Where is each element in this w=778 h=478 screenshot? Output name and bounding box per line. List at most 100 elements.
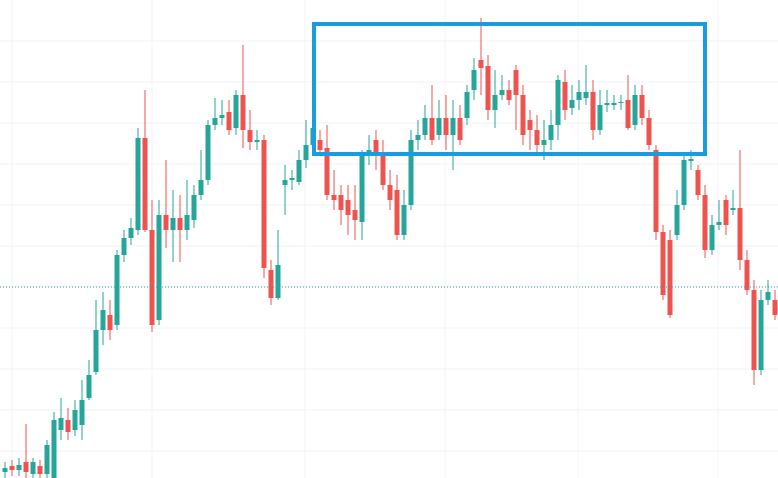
candle-body [2,468,8,472]
candle-body [72,410,78,430]
candle-body [387,185,393,200]
candle-body [177,218,183,230]
candle-body [30,462,36,474]
candle-body [625,100,631,128]
candle-body [58,418,64,430]
candle-body [611,103,617,105]
candle-body [135,138,141,230]
candle-body [674,205,680,235]
candle-body [212,118,218,125]
candle-body [317,140,323,150]
candle-body [695,170,701,195]
candle-body [226,112,232,130]
candle-body [247,130,253,142]
candle-body [268,270,274,298]
candle-body [737,208,743,260]
highlight-box [312,22,707,156]
candle-body [338,195,344,210]
candle-body [401,205,407,235]
candle-body [394,190,400,235]
candle-body [716,222,722,225]
candle-body [380,155,386,185]
candle-body [527,120,533,130]
candle-body [562,82,568,110]
candle-body [478,60,484,68]
candle-body [513,70,519,95]
candle-body [86,375,92,398]
candle-body [184,215,190,230]
plot [0,18,778,478]
candle-body [583,92,589,98]
candle-body [128,228,134,238]
candle-body [436,118,442,135]
candle-body [639,95,645,118]
candle-body [765,292,771,300]
candle-body [499,90,505,95]
candle-body [240,95,246,130]
candle-body [289,178,295,180]
candle-body [198,180,204,195]
candle-body [233,95,239,128]
candle-body [107,315,113,330]
candle-body [331,195,337,200]
candle-body [548,125,554,140]
candle-body [618,102,624,103]
candle-body [520,95,526,135]
candle-body [646,118,652,145]
candle-body [100,310,106,330]
candle-body [660,232,666,295]
candle-body [170,218,176,230]
candle-body [352,210,358,220]
candle-body [555,80,561,125]
candle-body [373,140,379,155]
candle-body [282,180,288,185]
candle-body [569,100,575,108]
candle-body [709,225,715,250]
candle-body [492,95,498,110]
candle-body [359,155,365,222]
candle-body [534,130,540,145]
candle-body [653,150,659,232]
candle-body [758,300,764,370]
candle-body [44,445,50,474]
candle-body [457,118,463,140]
candle-body [205,125,211,180]
candle-body [667,240,673,315]
candle-body [632,95,638,125]
candle-body [23,462,29,472]
candle-body [16,465,22,470]
candle-body [681,160,687,205]
candle-body [9,466,15,470]
candle-body [471,70,477,90]
candle-body [37,466,43,474]
vertical-grid [11,0,719,478]
candle-body [142,138,148,230]
candle-body [114,255,120,325]
candle-body [730,208,736,210]
candle-body [415,135,421,140]
candle-body [702,195,708,250]
candle-body [772,300,778,315]
candle-body [422,118,428,135]
candle-body [324,148,330,195]
candle-body [443,118,449,135]
candle-body [261,140,267,268]
candle-body [576,92,582,100]
candle-body [429,118,435,140]
candle-body [604,103,610,105]
candle-body [296,160,302,182]
candle-body [485,66,491,110]
candle-body [450,118,456,135]
candle-body [751,290,757,370]
candle-body [345,200,351,215]
candle-body [688,159,694,161]
candle-body [254,140,260,142]
candle-body [65,420,71,432]
candle-body [163,215,169,230]
candle-body [275,265,281,298]
candle-body [79,400,85,425]
candle-body [149,230,155,325]
candle-body [156,215,162,320]
candle-body [541,140,547,145]
